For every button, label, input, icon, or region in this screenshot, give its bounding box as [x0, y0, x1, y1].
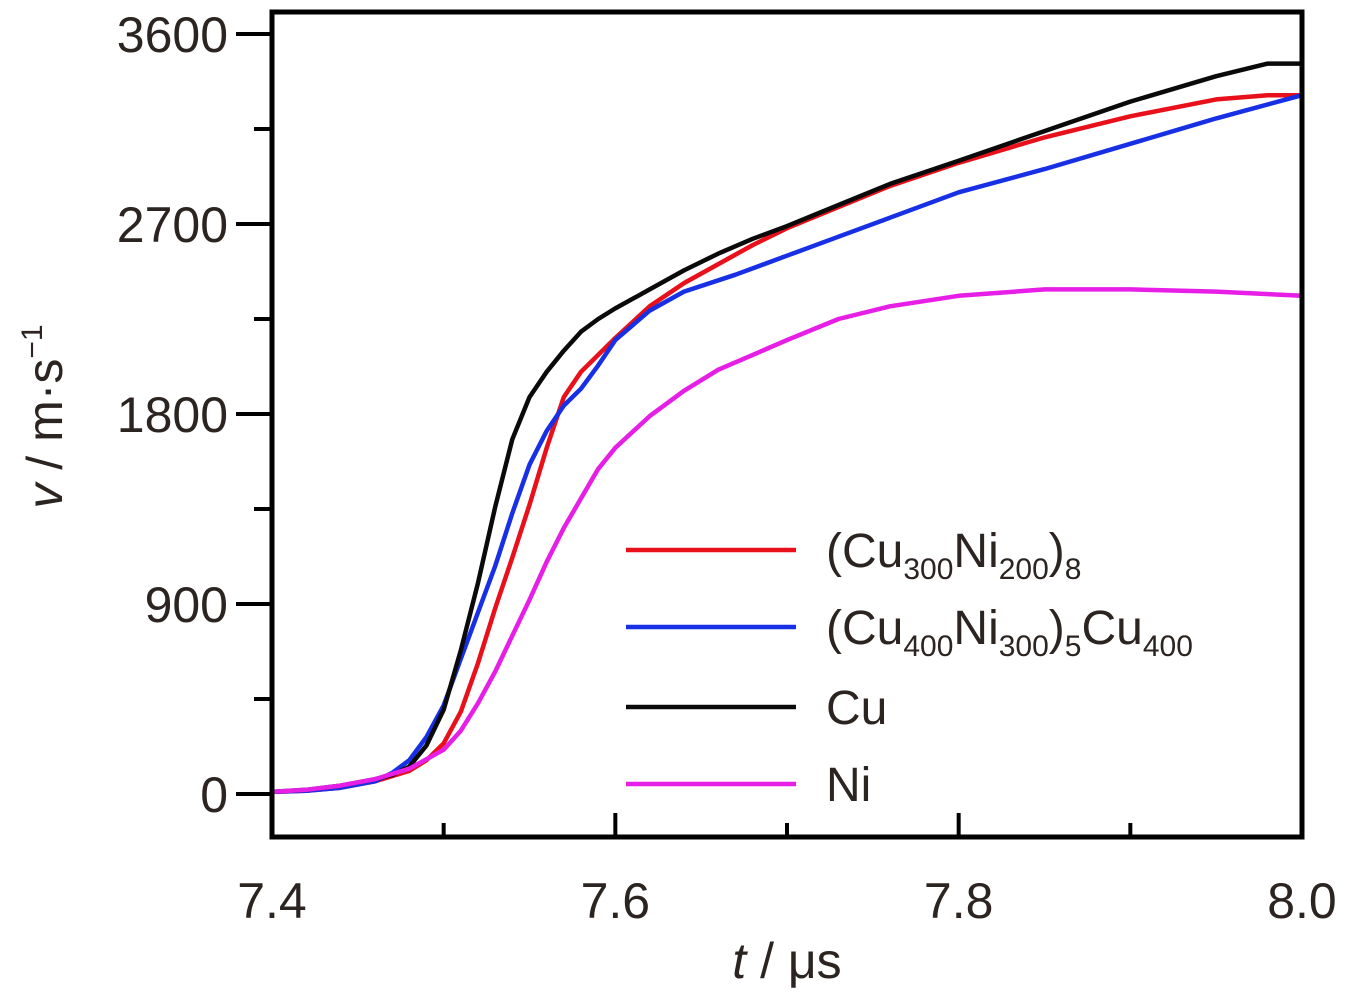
- legend-label-cuni5: (Cu400Ni300)5Cu400: [826, 602, 1193, 663]
- y-tick-label: 1800: [117, 387, 228, 443]
- x-axis-var: t: [732, 933, 748, 989]
- legend-text-run: Cu: [826, 682, 887, 735]
- axis-labels: t / μs v / m·s−1: [16, 324, 842, 989]
- legend-label-ni: Ni: [826, 759, 871, 812]
- legend-text-run: Ni: [826, 759, 871, 812]
- legend-text-run: (Cu: [826, 602, 903, 655]
- tick-labels: 0 900 1800 2700 3600 7.4 7.6 7.8 8.0: [117, 7, 1337, 929]
- series-line-cuni5: [269, 92, 1305, 795]
- y-axis-unit-exponent: −1: [16, 324, 49, 358]
- plot-lines: [269, 61, 1305, 795]
- legend-text-run: Cu: [1081, 602, 1142, 655]
- y-axis-label: v / m·s−1: [16, 324, 73, 508]
- legend-label-cuni8: (Cu300Ni200)8: [826, 525, 1081, 586]
- legend-text-run: ): [1049, 525, 1065, 578]
- x-axis-unit: / μs: [746, 933, 841, 989]
- series-line-ni: [269, 287, 1305, 795]
- plot-frame: [269, 9, 1305, 840]
- x-tick-label: 7.8: [924, 873, 994, 929]
- legend-label-cu: Cu: [826, 682, 887, 735]
- legend-text-run: (Cu: [826, 525, 903, 578]
- legend-subscript: 400: [903, 630, 953, 663]
- legend-subscript: 5: [1065, 630, 1082, 663]
- legend-subscript: 200: [999, 553, 1049, 586]
- axes: [236, 9, 1305, 840]
- y-tick-label: 2700: [117, 197, 228, 253]
- y-axis-unit: / m·s: [17, 359, 73, 484]
- legend-subscript: 300: [999, 630, 1049, 663]
- series-line-cuni8: [269, 92, 1305, 795]
- series-line-cu: [269, 61, 1305, 795]
- legend-subscript: 8: [1065, 553, 1082, 586]
- x-tick-label: 7.6: [581, 873, 651, 929]
- y-tick-label: 0: [200, 767, 228, 823]
- y-tick-label: 900: [145, 577, 228, 633]
- x-tick-label: 8.0: [1267, 873, 1337, 929]
- legend-text-run: Ni: [953, 602, 998, 655]
- legend-text-run: ): [1049, 602, 1065, 655]
- x-axis-label: t / μs: [732, 933, 841, 989]
- legend-subscript: 300: [903, 553, 953, 586]
- legend-text-run: Ni: [953, 525, 998, 578]
- legend-subscript: 400: [1143, 630, 1193, 663]
- y-axis-var: v: [17, 481, 73, 509]
- x-tick-label: 7.4: [237, 873, 307, 929]
- y-tick-label: 3600: [117, 7, 228, 63]
